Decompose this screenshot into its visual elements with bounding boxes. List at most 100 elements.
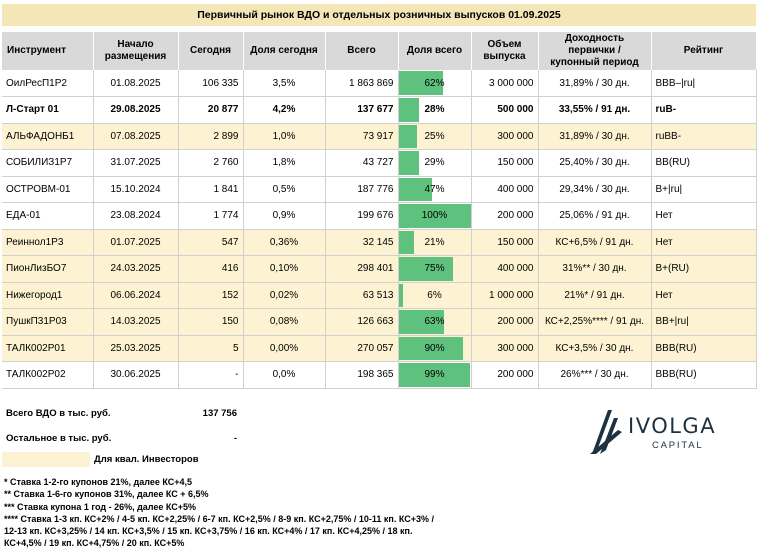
cell-volume: 300 000 [471, 335, 539, 362]
cell-share-total: 29% [398, 149, 472, 177]
share-total-bar [398, 177, 433, 201]
cell-yield: 31,89% / 30 дн. [538, 123, 652, 150]
cell-instrument: ОилРесП1Р2 [2, 70, 94, 97]
cell-total: 43 727 [325, 149, 399, 177]
share-total-bar [398, 336, 464, 360]
table-row: Нижегород1 06.06.2024 152 0,02% 63 513 6% 1 00… [2, 282, 757, 309]
table-row: Л-Старт 01 29.08.2025 20 877 4,2% 137 677 28%… [2, 96, 757, 124]
cell-volume: 3 000 000 [471, 70, 539, 97]
cell-yield: КС+6,5% / 91 дн. [538, 229, 652, 256]
cell-share-today: 1,8% [243, 149, 326, 177]
cell-yield: 25,06% / 91 дн. [538, 202, 652, 230]
cell-share-total: 47% [398, 176, 472, 203]
cell-total: 187 776 [325, 176, 399, 203]
cell-today: 20 877 [178, 96, 244, 124]
table-row: Реиннол1Р3 01.07.2025 547 0,36% 32 145 21% 150… [2, 229, 757, 256]
cell-rating: B+|ru| [651, 176, 757, 203]
share-total-value: 47% [424, 183, 445, 195]
cell-start: 01.07.2025 [93, 229, 179, 256]
cell-total: 63 513 [325, 282, 399, 309]
cell-rating: BB+|ru| [651, 308, 757, 336]
cell-volume: 150 000 [471, 229, 539, 256]
cell-rating: ruB- [651, 96, 757, 124]
cell-rating: BBB(RU) [651, 361, 757, 389]
table-row: ПионЛизБО7 24.03.2025 416 0,10% 298 401 75% 40… [2, 255, 757, 283]
cell-rating: Нет [651, 282, 757, 309]
table-row: ПушкП31Р03 14.03.2025 150 0,08% 126 663 63% 20… [2, 308, 757, 336]
share-total-bar [398, 230, 414, 254]
cell-share-today: 0,5% [243, 176, 326, 203]
cell-instrument: СОБИЛИЗ1Р7 [2, 149, 94, 177]
cell-yield: 29,34% / 30 дн. [538, 176, 652, 203]
cell-start: 31.07.2025 [93, 149, 179, 177]
cell-yield: 31,89% / 30 дн. [538, 70, 652, 97]
cell-start: 25.03.2025 [93, 335, 179, 362]
logo-word: IVOLGA [628, 414, 717, 438]
share-total-value: 63% [424, 316, 445, 328]
footnote-2: ** Ставка 1-6-го купонов 31%, далее КС +… [4, 489, 209, 500]
share-total-bar [398, 124, 417, 148]
footnotes: * Ставка 1-2-го купонов 21%, далее КС+4,… [4, 476, 444, 550]
ivolga-logo: IVOLGA CAPITAL [588, 404, 728, 460]
cell-share-today: 0,9% [243, 202, 326, 230]
share-total-bar [398, 204, 470, 228]
logo-mark-icon [590, 410, 622, 454]
cell-instrument: ЕДА-01 [2, 202, 94, 230]
cell-volume: 200 000 [471, 202, 539, 230]
cell-share-today: 3,5% [243, 70, 326, 97]
header-yield: Доходность первички / купонный период [538, 32, 652, 70]
share-total-value: 99% [424, 369, 445, 381]
share-total-bar [398, 257, 453, 281]
cell-today: 1 841 [178, 176, 244, 203]
cell-today: 150 [178, 308, 244, 336]
cell-volume: 400 000 [471, 255, 539, 283]
cell-volume: 300 000 [471, 123, 539, 150]
cell-yield: 31%** / 30 дн. [538, 255, 652, 283]
cell-today: 547 [178, 229, 244, 256]
cell-share-total: 28% [398, 96, 472, 124]
table-row: ТАЛК002Р01 25.03.2025 5 0,00% 270 057 90% 300 … [2, 335, 757, 362]
share-total-value: 28% [424, 104, 445, 116]
cell-total: 199 676 [325, 202, 399, 230]
cell-total: 73 917 [325, 123, 399, 150]
table-row: ЕДА-01 23.08.2024 1 774 0,9% 199 676 100% 200 … [2, 202, 757, 230]
cell-share-total: 75% [398, 255, 472, 283]
table-row: СОБИЛИЗ1Р7 31.07.2025 2 760 1,8% 43 727 29% 15… [2, 149, 757, 177]
header-share-today: Доля сегодня [243, 32, 326, 70]
share-total-value: 100% [421, 210, 448, 222]
cell-total: 1 863 869 [325, 70, 399, 97]
share-total-bar [398, 363, 470, 387]
cell-start: 01.08.2025 [93, 70, 179, 97]
cell-instrument: ТАЛК002Р02 [2, 361, 94, 389]
share-total-bar [398, 98, 419, 122]
summary-total-value: 137 756 [202, 408, 237, 419]
cell-total: 270 057 [325, 335, 399, 362]
table-row: ОилРесП1Р2 01.08.2025 106 335 3,5% 1 863 869… [2, 70, 757, 97]
cell-instrument: ТАЛК002Р01 [2, 335, 94, 362]
cell-total: 137 677 [325, 96, 399, 124]
cell-today: 2 899 [178, 123, 244, 150]
header-rating: Рейтинг [651, 32, 757, 70]
table-body: ОилРесП1Р2 01.08.2025 106 335 3,5% 1 863 869… [2, 70, 757, 389]
cell-share-today: 1,0% [243, 123, 326, 150]
cell-rating: ruBB- [651, 123, 757, 150]
cell-volume: 200 000 [471, 308, 539, 336]
cell-start: 30.06.2025 [93, 361, 179, 389]
header-instrument: Инструмент [2, 32, 94, 70]
cell-instrument: ОСТРОВМ-01 [2, 176, 94, 203]
cell-instrument: Л-Старт 01 [2, 96, 94, 124]
cell-share-total: 62% [398, 70, 472, 97]
cell-share-total: 25% [398, 123, 472, 150]
cell-share-total: 6% [398, 282, 472, 309]
cell-yield: КС+2,25%**** / 91 дн. [538, 308, 652, 336]
cell-rating: BBB(RU) [651, 335, 757, 362]
page-title: Первичный рынок ВДО и отдельных розничны… [2, 4, 756, 26]
cell-yield: 26%*** / 30 дн. [538, 361, 652, 389]
cell-yield: 21%* / 91 дн. [538, 282, 652, 309]
header-volume: Объем выпуска [471, 32, 539, 70]
table-row: ОСТРОВМ-01 15.10.2024 1 841 0,5% 187 776 47% 4… [2, 176, 757, 203]
footnote-1: * Ставка 1-2-го купонов 21%, далее КС+4,… [4, 477, 192, 487]
share-total-bar [398, 151, 420, 175]
cell-start: 29.08.2025 [93, 96, 179, 124]
share-total-bar [398, 71, 444, 95]
